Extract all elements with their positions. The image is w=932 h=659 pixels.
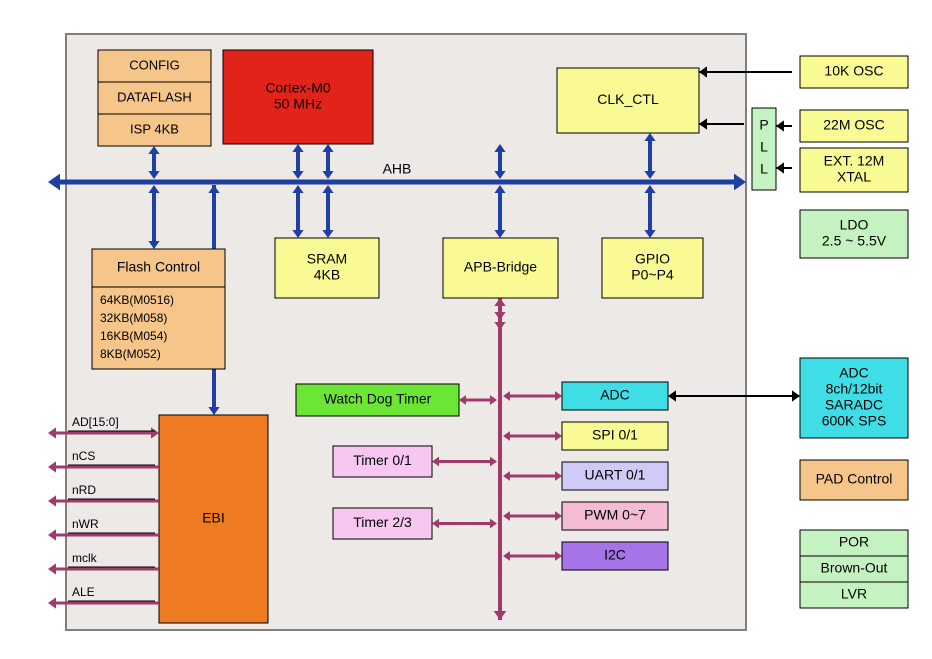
block-ebi-label-0: EBI — [202, 510, 225, 526]
block-extxtal-label-1: XTAL — [837, 169, 871, 185]
block-extxtal-label-0: EXT. 12M — [824, 153, 885, 169]
block-spi-label-0: SPI 0/1 — [592, 427, 638, 443]
block-lvr-label-0: LVR — [841, 586, 867, 602]
ebi-signal-2: nRD — [72, 483, 96, 497]
memstack-0: CONFIG — [129, 57, 180, 72]
ebi-signal-0: AD[15:0] — [72, 415, 119, 429]
block-gpio-label-0: GPIO — [635, 251, 670, 267]
block-uart-label-0: UART 0/1 — [585, 467, 646, 483]
block-ldo-label-0: LDO — [840, 217, 869, 233]
block-timer01-label-0: Timer 0/1 — [353, 452, 412, 468]
block-flash_ctrl_hdr-label-0: Flash Control — [117, 259, 200, 275]
svg-text:L: L — [760, 139, 768, 155]
block-apbb-label-0: APB-Bridge — [464, 259, 537, 275]
ebi-signal-4: mclk — [72, 551, 98, 565]
block-clkctl-label-0: CLK_CTL — [597, 91, 659, 107]
block-flash_ctrl_lst-line-1: 32KB(M058) — [100, 311, 167, 325]
block-ldo-label-1: 2.5 ~ 5.5V — [822, 233, 887, 249]
block-osc22m-label-0: 22M OSC — [823, 117, 884, 133]
block-bout-label-0: Brown-Out — [821, 560, 888, 576]
ebi-signal-3: nWR — [72, 517, 99, 531]
block-flash_ctrl_lst-line-0: 64KB(M0516) — [100, 293, 174, 307]
block-flash_ctrl_lst-line-2: 16KB(M054) — [100, 329, 167, 343]
block-pwm-label-0: PWM 0~7 — [584, 507, 646, 523]
block-adcext-label-0: ADC — [839, 365, 869, 381]
block-wdt-label-0: Watch Dog Timer — [324, 391, 432, 407]
svg-text:P: P — [759, 117, 768, 133]
block-adc-label-0: ADC — [600, 387, 630, 403]
block-i2c-label-0: I2C — [604, 547, 626, 563]
block-por-label-0: POR — [839, 534, 869, 550]
block-gpio-label-1: P0~P4 — [631, 267, 674, 283]
block-cortex-label-1: 50 MHz — [274, 96, 322, 112]
block-padctl-label-0: PAD Control — [816, 471, 893, 487]
memstack-2: ISP 4KB — [130, 121, 179, 136]
ebi-signal-5: ALE — [72, 585, 95, 599]
block-adcext-label-2: SARADC — [825, 397, 883, 413]
block-osc10k-label-0: 10K OSC — [824, 63, 883, 79]
svg-text:L: L — [760, 161, 768, 177]
block-flash_ctrl_lst-line-3: 8KB(M052) — [100, 347, 161, 361]
block-sram-label-1: 4KB — [314, 267, 340, 283]
block-adcext-label-1: 8ch/12bit — [826, 381, 883, 397]
ahb-label: AHB — [383, 161, 412, 177]
memstack-1: DATAFLASH — [117, 89, 192, 104]
block-sram-label-0: SRAM — [307, 251, 347, 267]
block-adcext-label-3: 600K SPS — [822, 413, 887, 429]
ebi-signal-1: nCS — [72, 449, 95, 463]
block-cortex-label-0: Cortex-M0 — [265, 80, 331, 96]
block-timer23-label-0: Timer 2/3 — [353, 514, 412, 530]
